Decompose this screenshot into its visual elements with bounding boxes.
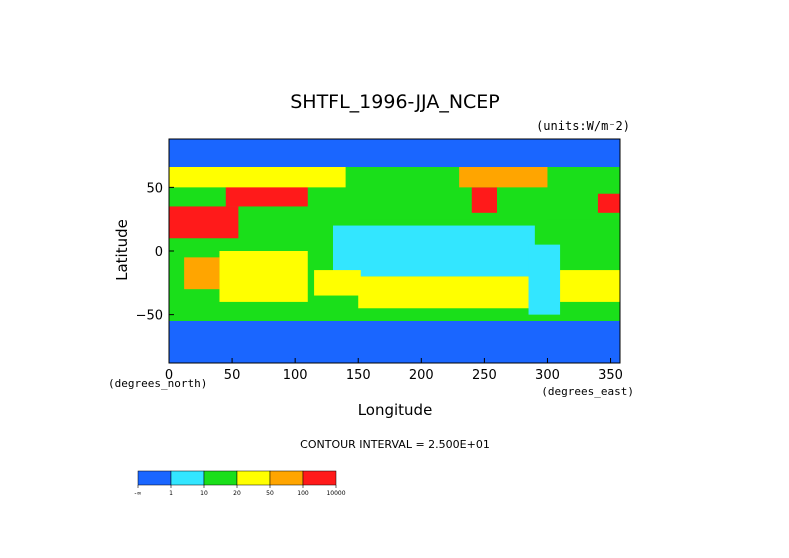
heatmap-region-sahara-arabia: [169, 206, 238, 238]
colorbar-swatch: [171, 471, 204, 485]
heatmap-region-tropical-pacific: [333, 226, 535, 277]
colorbar-tick-label: 1: [169, 490, 173, 497]
chart-title: SHTFL_1996-JJA_NCEP: [290, 91, 500, 113]
y-tick-label: 0: [155, 245, 163, 260]
x-unit-note: (degrees_east): [541, 385, 634, 398]
heatmap-region-europe-russia: [169, 167, 346, 187]
heatmap-region-southern-ocean: [169, 321, 620, 363]
heatmap-region-arctic: [169, 139, 620, 167]
x-tick-label: 50: [224, 368, 241, 383]
colorbar-swatch: [138, 471, 171, 485]
x-tick-label: 350: [598, 368, 623, 383]
colorbar-swatch: [270, 471, 303, 485]
x-tick-label: 300: [535, 368, 560, 383]
x-tick-label: 100: [283, 368, 308, 383]
y-tick-label: 50: [146, 181, 163, 196]
colorbar-swatch: [237, 471, 270, 485]
colorbar-tick-label: 10: [200, 490, 208, 497]
heatmap-region-southern-africa: [184, 257, 219, 289]
colorbar-swatch: [303, 471, 336, 485]
heatmap-region-south-america: [529, 245, 561, 315]
colorbar-tick-label: 20: [233, 490, 241, 497]
x-tick-label: 200: [409, 368, 434, 383]
colorbar-swatch: [204, 471, 237, 485]
colorbar-tick-label: 100: [297, 490, 309, 497]
colorbar-tick-label: 10000: [326, 490, 345, 497]
y-unit-note: (degrees_north): [108, 377, 207, 390]
colorbar-tick-label: 50: [266, 490, 274, 497]
heatmap-region-iberia-us-east: [598, 194, 620, 213]
units-label: (units:W/m⁻2): [536, 119, 630, 133]
y-tick-label: −50: [136, 309, 163, 324]
y-axis-ticks: 50 0 −50: [136, 181, 174, 323]
x-axis-label: Longitude: [358, 401, 433, 419]
heatmap-region-north-america-n: [459, 167, 547, 187]
heatmap-region-south-pacific-band: [358, 276, 535, 308]
contour-interval-label: CONTOUR INTERVAL = 2.500E+01: [300, 438, 490, 451]
heatmap-area: [169, 139, 620, 363]
colorbar-tick-label: -∞: [134, 490, 141, 497]
heatmap-region-indian-ocean: [219, 251, 307, 302]
y-axis-label: Latitude: [113, 219, 131, 281]
x-tick-label: 250: [472, 368, 497, 383]
heatmap-region-australia: [314, 270, 361, 295]
heatmap-region-north-america-sw: [472, 187, 497, 212]
heatmap-region-n-pacific: [358, 181, 472, 219]
colorbar: -∞ 1 10 20 50 100 10000: [134, 471, 345, 497]
x-tick-label: 150: [346, 368, 371, 383]
